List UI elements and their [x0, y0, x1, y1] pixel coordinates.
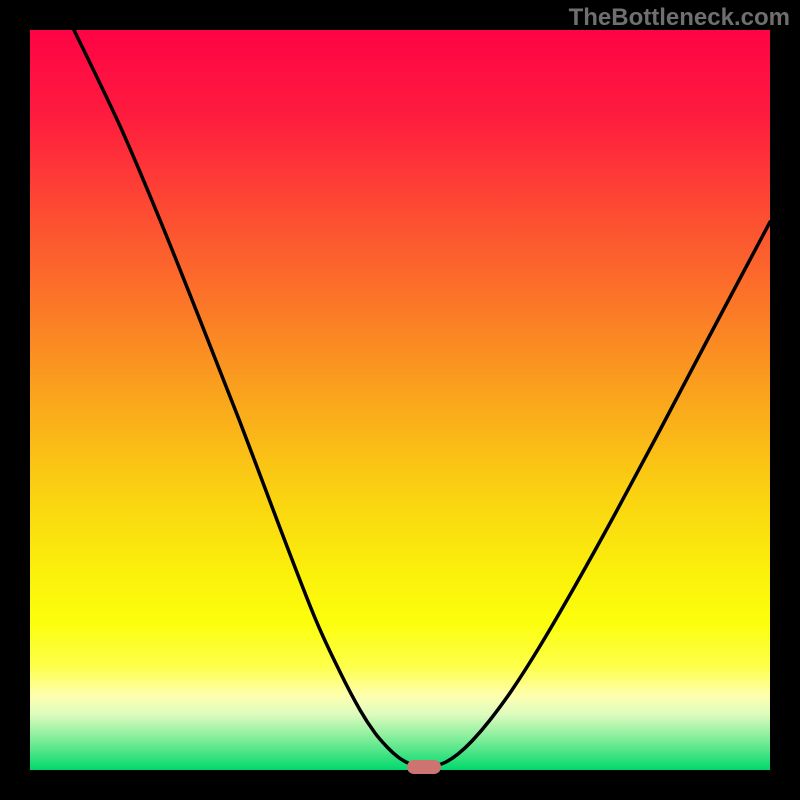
plot-area [30, 30, 770, 770]
optimum-marker [407, 760, 441, 774]
chart-frame: TheBottleneck.com [0, 0, 800, 800]
watermark-text: TheBottleneck.com [569, 4, 790, 32]
bottleneck-curve [30, 30, 770, 770]
